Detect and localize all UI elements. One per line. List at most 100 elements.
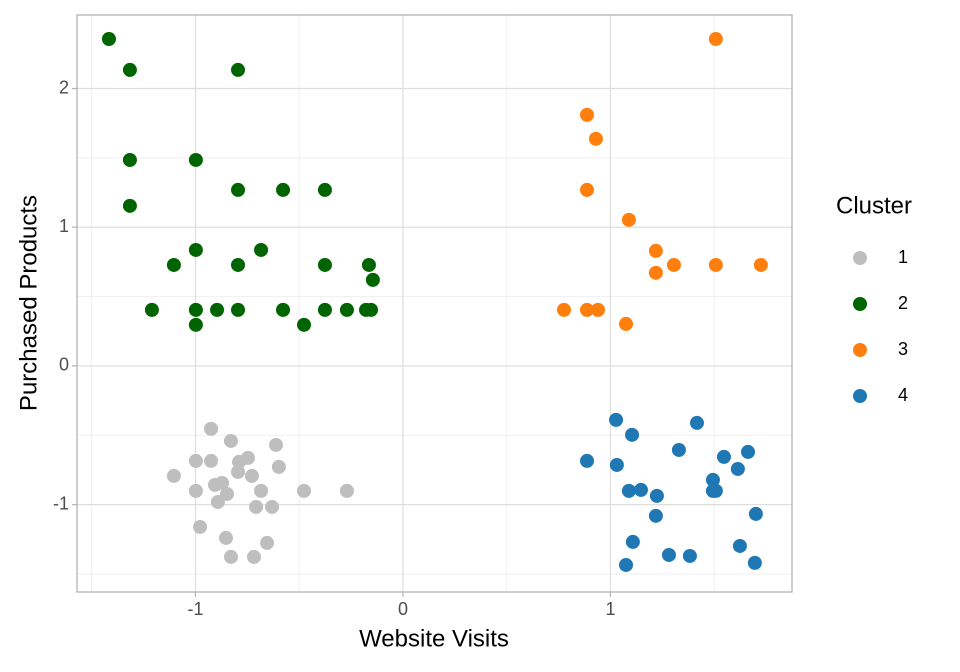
point	[648, 508, 663, 523]
point	[365, 272, 380, 287]
point	[748, 506, 763, 521]
point	[231, 464, 246, 479]
point	[339, 302, 354, 317]
point	[220, 486, 235, 501]
point	[193, 519, 208, 534]
legend-label: 4	[898, 385, 908, 405]
legend-title: Cluster	[836, 192, 912, 219]
point	[649, 488, 664, 503]
point	[339, 483, 354, 498]
point	[231, 182, 246, 197]
legend-swatch	[853, 297, 867, 311]
point	[223, 549, 238, 564]
point	[268, 437, 283, 452]
point	[619, 316, 634, 331]
legend-label: 3	[898, 339, 908, 359]
point	[188, 453, 203, 468]
point	[276, 302, 291, 317]
point	[218, 530, 233, 545]
point	[276, 182, 291, 197]
point	[648, 243, 663, 258]
point	[296, 483, 311, 498]
point	[231, 302, 246, 317]
point	[361, 257, 376, 272]
x-tick-label: -1	[187, 599, 203, 619]
legend-label: 1	[898, 247, 908, 267]
point	[166, 468, 181, 483]
y-tick-label: -1	[53, 493, 69, 513]
point	[317, 257, 332, 272]
point	[633, 482, 648, 497]
point	[619, 557, 634, 572]
point	[254, 483, 269, 498]
point	[590, 302, 605, 317]
point	[666, 257, 681, 272]
point	[317, 182, 332, 197]
point	[609, 412, 624, 427]
point	[210, 494, 225, 509]
point	[682, 548, 697, 563]
point	[144, 302, 159, 317]
point	[689, 415, 704, 430]
point	[588, 131, 603, 146]
x-axis-label: Website Visits	[359, 625, 509, 652]
point	[732, 538, 747, 553]
point	[122, 62, 137, 77]
point	[296, 317, 311, 332]
point	[254, 242, 269, 257]
point	[101, 31, 116, 46]
y-tick-label: 2	[59, 77, 69, 97]
point	[188, 242, 203, 257]
point	[317, 302, 332, 317]
point	[188, 483, 203, 498]
point	[708, 483, 723, 498]
point	[244, 468, 259, 483]
point	[223, 433, 238, 448]
legend-swatch	[853, 251, 867, 265]
point	[716, 449, 731, 464]
point	[271, 459, 286, 474]
point	[210, 302, 225, 317]
point	[580, 453, 595, 468]
legend-swatch	[853, 389, 867, 403]
point	[625, 534, 640, 549]
point	[231, 257, 246, 272]
point	[753, 257, 768, 272]
point	[661, 547, 676, 562]
y-axis-label: Purchased Products	[15, 195, 42, 411]
point	[741, 444, 756, 459]
y-tick-label: 0	[59, 355, 69, 375]
point	[621, 212, 636, 227]
point	[648, 265, 663, 280]
point	[580, 302, 595, 317]
point	[556, 302, 571, 317]
point	[580, 107, 595, 122]
point	[249, 499, 264, 514]
point	[625, 427, 640, 442]
point	[231, 62, 246, 77]
point	[671, 442, 686, 457]
x-tick-label: 0	[398, 599, 408, 619]
point	[705, 472, 720, 487]
point	[122, 152, 137, 167]
point	[708, 31, 723, 46]
point	[580, 182, 595, 197]
point	[188, 152, 203, 167]
point	[747, 555, 762, 570]
point	[260, 535, 275, 550]
legend-label: 2	[898, 293, 908, 313]
point	[609, 457, 624, 472]
point	[204, 421, 219, 436]
point	[215, 475, 230, 490]
point	[122, 198, 137, 213]
point	[621, 483, 636, 498]
legend-swatch	[853, 343, 867, 357]
point	[166, 257, 181, 272]
point	[708, 257, 723, 272]
point	[188, 317, 203, 332]
panel-border	[76, 14, 793, 593]
y-tick-label: 1	[59, 216, 69, 236]
point	[246, 549, 261, 564]
point	[265, 499, 280, 514]
